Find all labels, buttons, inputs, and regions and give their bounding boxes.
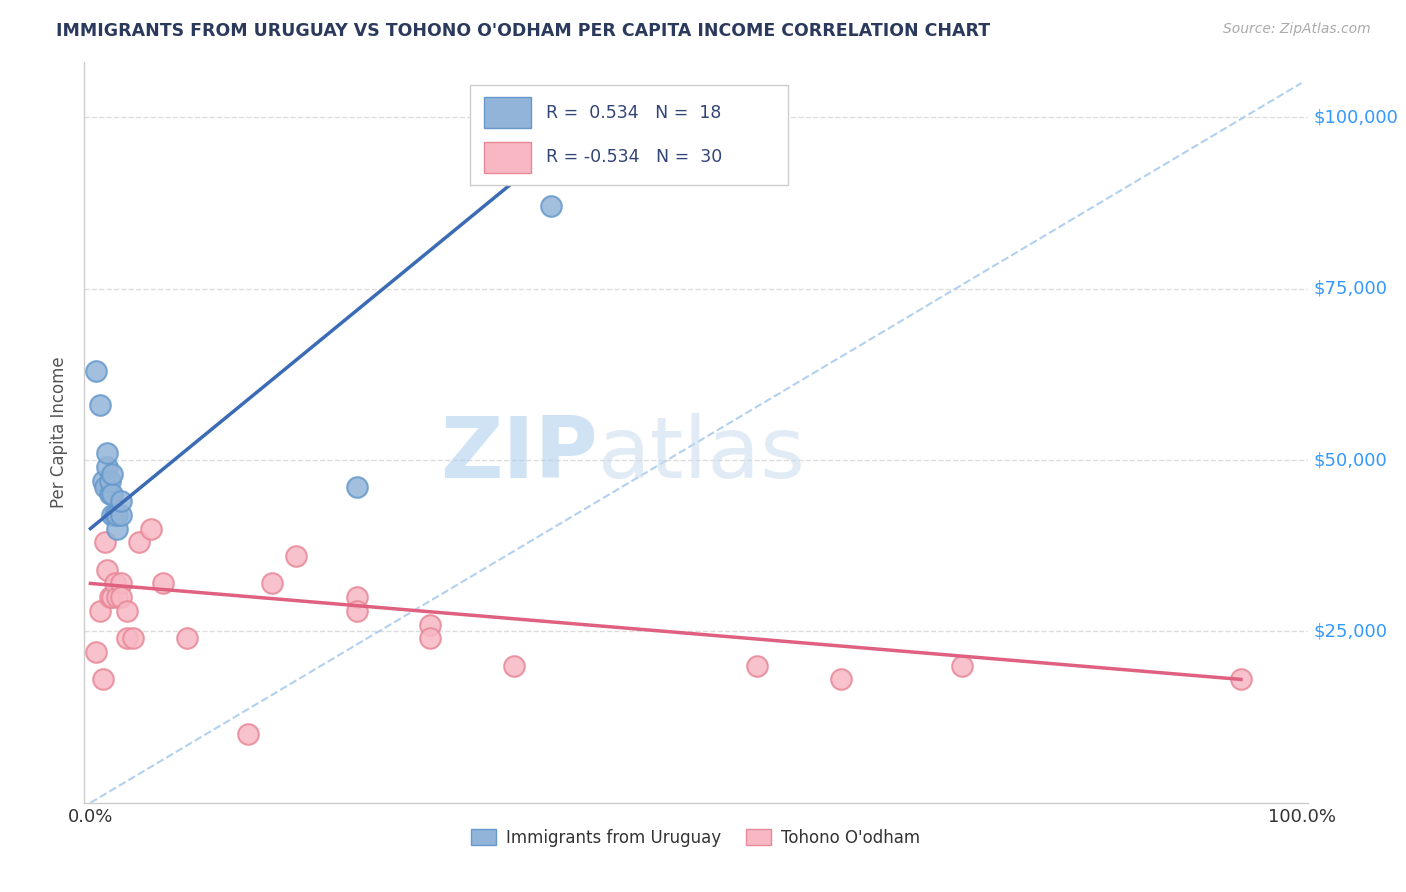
Point	[98, 474, 121, 488]
Point	[104, 576, 127, 591]
Legend: Immigrants from Uruguay, Tohono O'odham: Immigrants from Uruguay, Tohono O'odham	[464, 822, 928, 854]
Point	[101, 508, 124, 522]
Point	[128, 535, 150, 549]
Point	[94, 480, 117, 494]
Point	[346, 590, 368, 604]
Text: IMMIGRANTS FROM URUGUAY VS TOHONO O'ODHAM PER CAPITA INCOME CORRELATION CHART: IMMIGRANTS FROM URUGUAY VS TOHONO O'ODHA…	[56, 22, 990, 40]
Point	[745, 658, 768, 673]
Bar	[484, 97, 531, 128]
Point	[101, 467, 124, 481]
Point	[105, 590, 128, 604]
Point	[115, 604, 138, 618]
Point	[86, 364, 108, 378]
Point	[121, 632, 143, 646]
Point	[101, 590, 124, 604]
Point	[91, 673, 114, 687]
Point	[152, 576, 174, 591]
Point	[104, 508, 127, 522]
Point	[503, 658, 526, 673]
Point	[1230, 673, 1253, 687]
Point	[101, 487, 124, 501]
Point	[262, 576, 284, 591]
Point	[110, 508, 132, 522]
Point	[115, 632, 138, 646]
Y-axis label: Per Capita Income: Per Capita Income	[51, 357, 69, 508]
Text: ZIP: ZIP	[440, 413, 598, 496]
Point	[346, 604, 368, 618]
Point	[346, 480, 368, 494]
Text: Source: ZipAtlas.com: Source: ZipAtlas.com	[1223, 22, 1371, 37]
Point	[94, 535, 117, 549]
FancyBboxPatch shape	[470, 85, 787, 185]
Text: $100,000: $100,000	[1313, 108, 1399, 127]
Point	[89, 398, 111, 412]
Point	[418, 632, 440, 646]
Text: $50,000: $50,000	[1313, 451, 1388, 469]
Point	[139, 522, 162, 536]
Point	[952, 658, 974, 673]
Point	[105, 508, 128, 522]
Point	[105, 522, 128, 536]
Point	[830, 673, 852, 687]
Bar	[484, 142, 531, 173]
Point	[110, 576, 132, 591]
Point	[285, 549, 308, 563]
Text: atlas: atlas	[598, 413, 806, 496]
Point	[98, 590, 121, 604]
Point	[91, 474, 114, 488]
Point	[176, 632, 198, 646]
Point	[98, 487, 121, 501]
Point	[96, 563, 118, 577]
Text: $75,000: $75,000	[1313, 280, 1388, 298]
Point	[540, 199, 562, 213]
Point	[418, 617, 440, 632]
Point	[110, 494, 132, 508]
Text: R = -0.534   N =  30: R = -0.534 N = 30	[546, 148, 721, 166]
Point	[236, 727, 259, 741]
Text: $25,000: $25,000	[1313, 623, 1388, 640]
Point	[86, 645, 108, 659]
Point	[110, 590, 132, 604]
Point	[96, 459, 118, 474]
Text: R =  0.534   N =  18: R = 0.534 N = 18	[546, 103, 721, 122]
Point	[89, 604, 111, 618]
Point	[96, 446, 118, 460]
